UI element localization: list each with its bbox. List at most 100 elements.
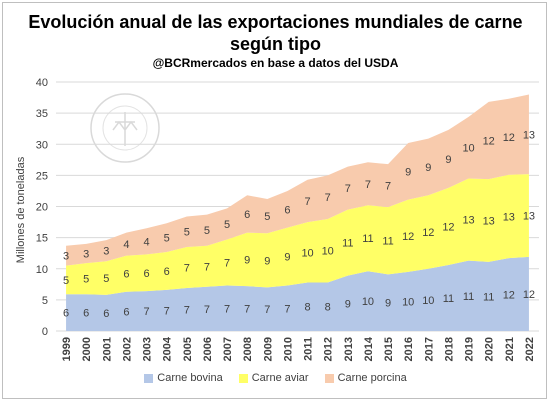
data-label: 10 [301, 247, 313, 259]
data-label: 12 [483, 136, 495, 148]
data-label: 6 [123, 269, 129, 281]
y-tick-label: 35 [36, 108, 48, 120]
x-tick-label: 2018 [443, 337, 455, 361]
data-label: 7 [184, 305, 190, 317]
data-label: 12 [503, 290, 515, 302]
x-tick-label: 2003 [142, 337, 154, 361]
y-tick-label: 10 [36, 264, 48, 276]
legend-item-carne-aviar: Carne aviar [238, 372, 309, 384]
data-label: 9 [264, 255, 270, 267]
x-tick-label: 2010 [282, 337, 294, 361]
data-label: 7 [244, 304, 250, 316]
data-label: 9 [385, 298, 391, 310]
legend-label: Carne aviar [251, 372, 309, 384]
x-tick-label: 2019 [464, 337, 476, 361]
y-tick-label: 40 [36, 77, 48, 89]
y-tick-label: 5 [42, 295, 48, 307]
x-tick-label: 2005 [182, 337, 194, 361]
x-axis: 1999 2000 2001 2002 2003 2004 2005 2006 2007 2008… [61, 336, 536, 361]
data-label: 5 [204, 225, 210, 237]
y-tick-label: 15 [36, 233, 48, 245]
x-tick-label: 2013 [343, 337, 355, 361]
data-label: 5 [184, 227, 190, 239]
watermark-seal [90, 93, 160, 163]
data-label: 6 [103, 308, 109, 320]
data-label: 10 [462, 143, 474, 155]
x-tick-label: 2021 [504, 337, 516, 361]
data-label: 11 [443, 293, 454, 305]
legend-item-carne-bovina: Carne bovina [144, 372, 223, 384]
data-label: 6 [144, 268, 150, 280]
data-label: 7 [284, 303, 290, 315]
data-label: 5 [224, 219, 230, 231]
data-label: 6 [284, 204, 290, 216]
data-label: 12 [422, 227, 434, 239]
data-label: 11 [382, 236, 393, 248]
data-label: 4 [123, 239, 129, 251]
data-label: 9 [345, 298, 351, 310]
data-label: 6 [244, 209, 250, 221]
data-labels: 6 6 6 6 7 7 7 7 7 7 7 7 8 8 9 10 9 10 10 11 11 11 12 12 5 5 5 6 6 6 7 7… [63, 129, 535, 320]
data-label: 6 [63, 308, 69, 320]
x-tick-label: 2012 [323, 337, 335, 361]
data-label: 6 [164, 266, 170, 278]
x-tick-label: 2022 [524, 337, 536, 361]
data-label: 5 [264, 211, 270, 223]
x-tick-label: 2014 [363, 336, 375, 361]
y-axis: 0 5 10 15 20 25 30 35 40 [36, 77, 48, 338]
data-label: 11 [483, 291, 494, 303]
data-label: 5 [103, 273, 109, 285]
x-tick-label: 2020 [484, 337, 496, 361]
area-carne-porcina [66, 94, 529, 266]
x-tick-label: 2015 [383, 337, 395, 361]
y-axis-label: Millones de toneladas [15, 156, 27, 263]
data-label: 3 [103, 246, 109, 258]
data-label: 6 [83, 308, 89, 320]
legend-swatch [144, 373, 154, 383]
data-label: 5 [83, 274, 89, 286]
y-tick-label: 30 [36, 139, 48, 151]
data-label: 11 [463, 291, 474, 303]
data-label: 13 [462, 215, 474, 227]
y-tick-label: 0 [42, 326, 48, 338]
data-label: 3 [63, 251, 69, 263]
data-label: 5 [164, 233, 170, 245]
data-label: 7 [144, 306, 150, 318]
x-tick-label: 2001 [101, 337, 113, 361]
data-label: 7 [224, 303, 230, 315]
data-label: 6 [123, 306, 129, 318]
data-label: 13 [503, 211, 515, 223]
data-label: 9 [445, 154, 451, 166]
x-tick-label: 2017 [423, 337, 435, 361]
data-label: 7 [204, 304, 210, 316]
x-tick-label: 2009 [262, 337, 274, 361]
legend-swatch [324, 373, 334, 383]
data-label: 7 [264, 304, 270, 316]
data-label: 9 [284, 252, 290, 264]
x-tick-label: 2008 [242, 337, 254, 361]
data-label: 10 [402, 296, 414, 308]
data-label: 7 [184, 263, 190, 275]
chart-title-line2: según tipo [230, 34, 321, 54]
watermark-scales-icon [112, 112, 138, 146]
data-label: 12 [402, 231, 414, 243]
data-label: 7 [164, 305, 170, 317]
x-tick-label: 2000 [81, 337, 93, 361]
data-label: 9 [405, 166, 411, 178]
data-label: 7 [325, 192, 331, 204]
y-tick-label: 25 [36, 170, 48, 182]
data-label: 7 [224, 258, 230, 270]
data-label: 11 [362, 233, 373, 245]
data-label: 7 [305, 196, 311, 208]
data-label: 13 [523, 129, 535, 141]
legend-swatch [238, 373, 248, 383]
x-tick-label: 2002 [121, 337, 133, 361]
x-tick-label: 2007 [222, 337, 234, 361]
data-label: 7 [345, 183, 351, 195]
data-label: 3 [83, 248, 89, 260]
data-label: 11 [342, 238, 353, 250]
area-carne-bovina [66, 256, 529, 331]
y-tick-label: 20 [36, 202, 48, 214]
data-label: 12 [523, 289, 535, 301]
legend-item-carne-porcina: Carne porcina [324, 372, 407, 384]
